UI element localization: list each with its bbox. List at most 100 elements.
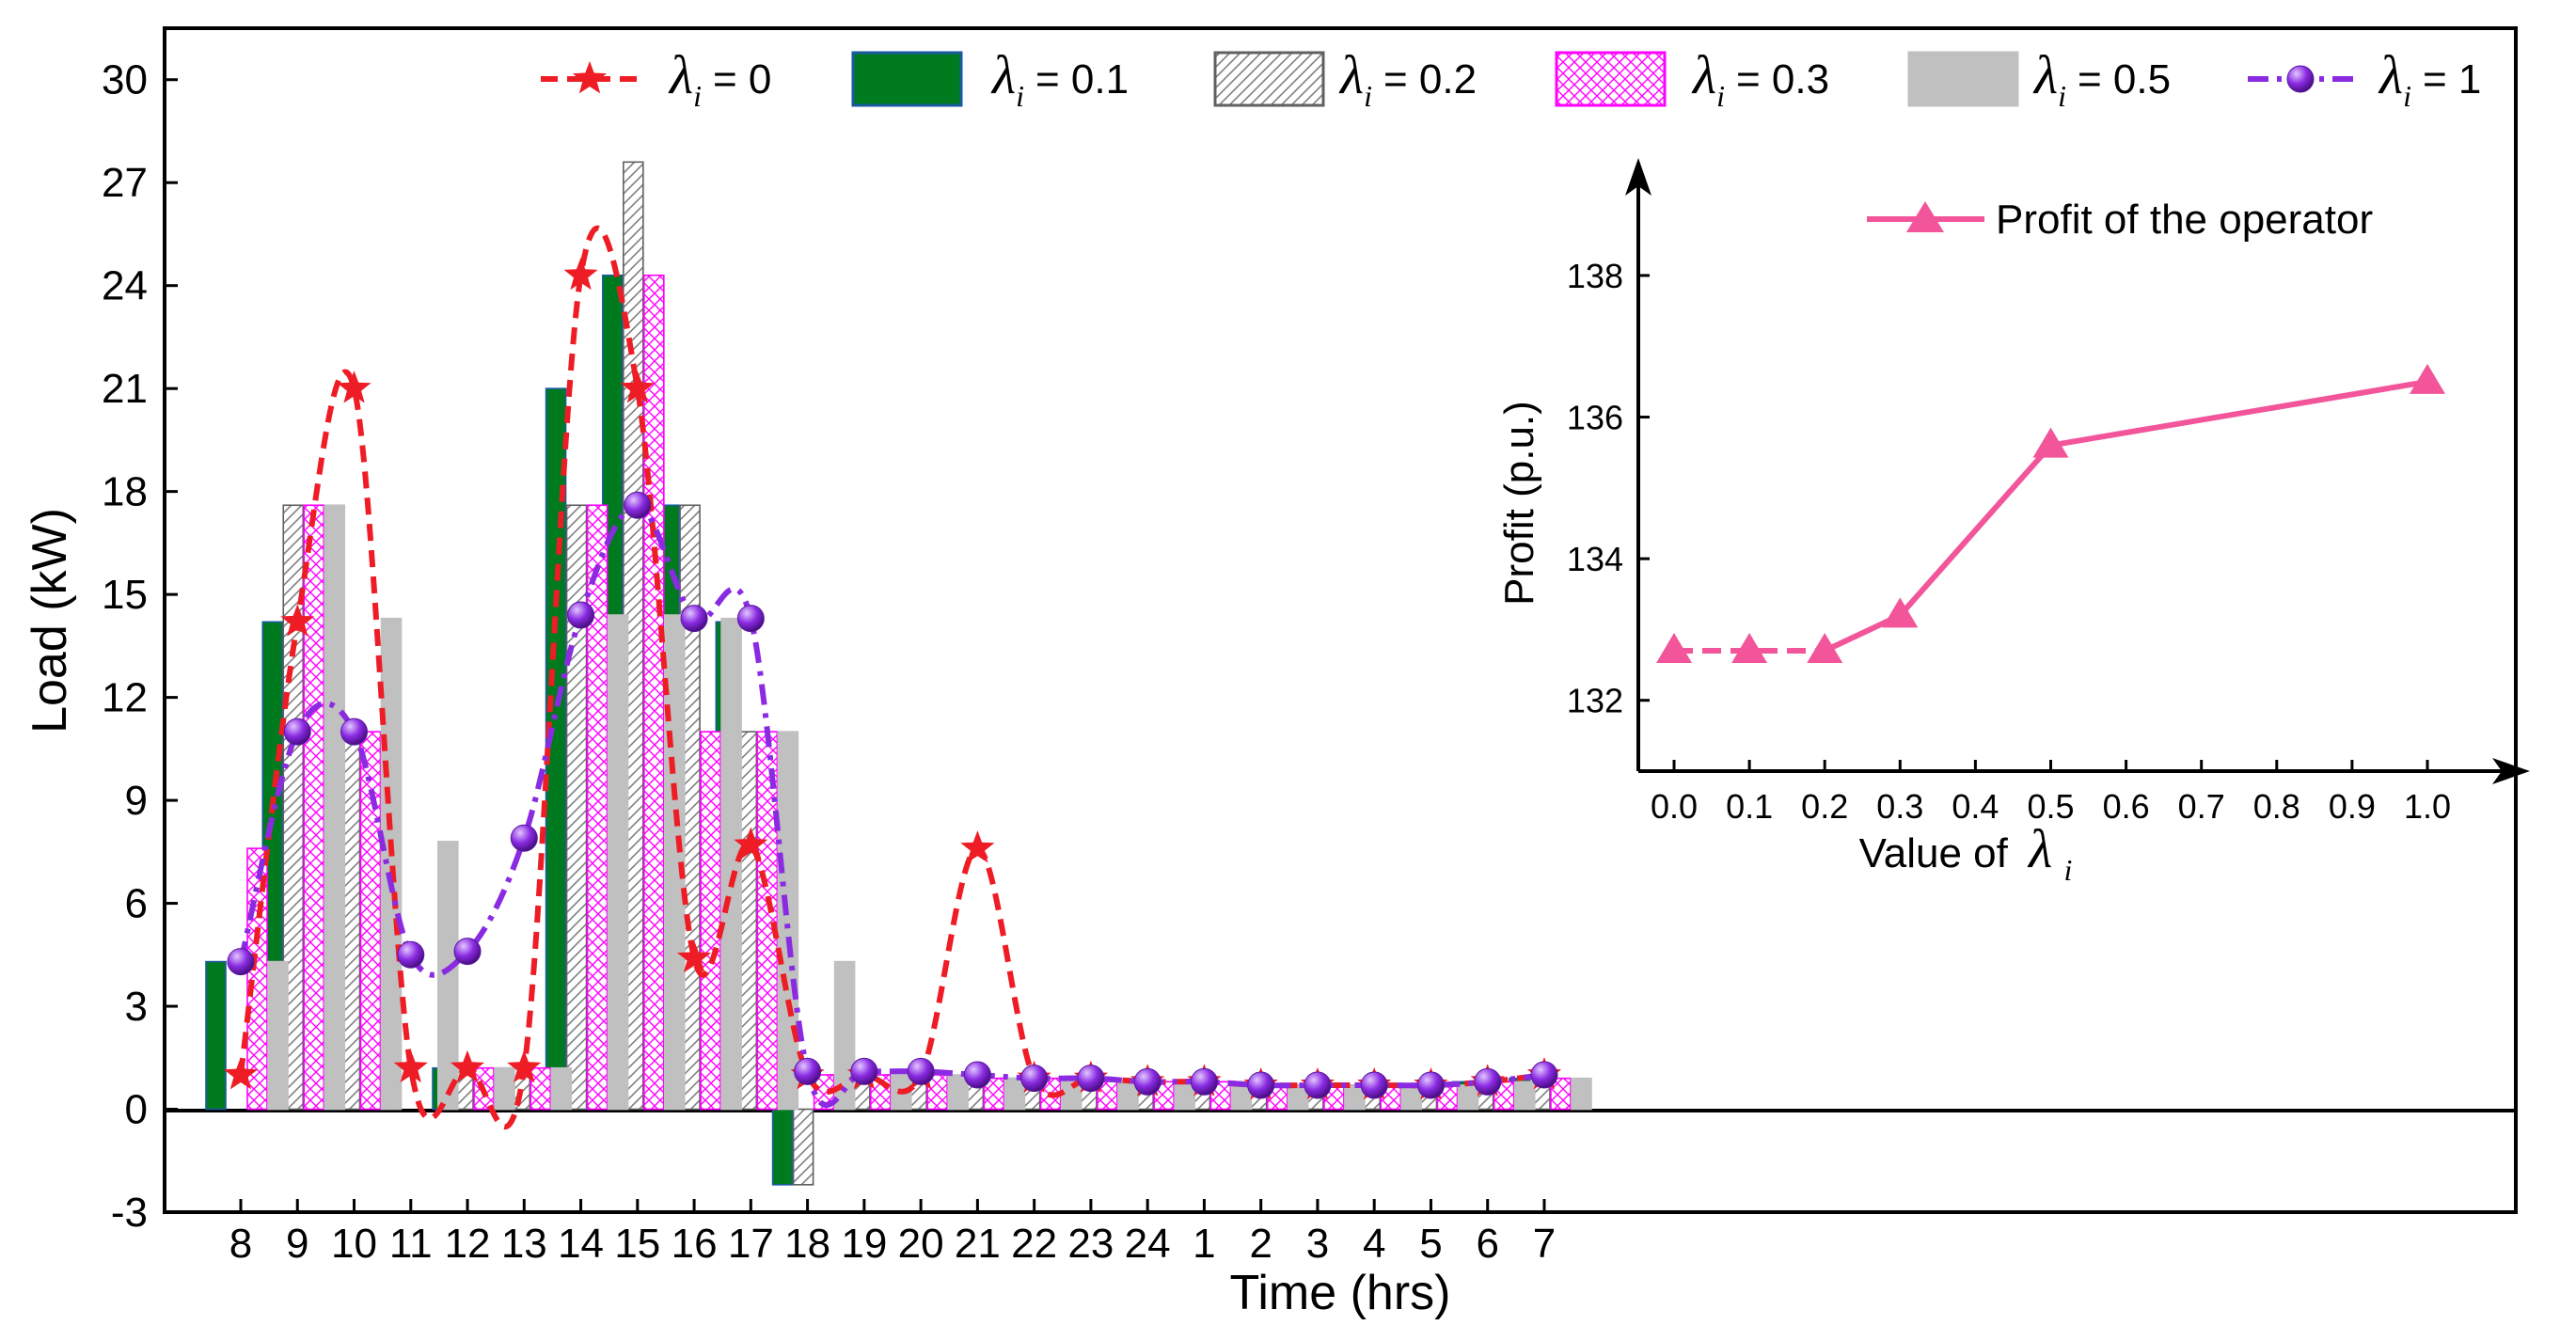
legend-subscript: i — [2058, 79, 2066, 113]
x-tick-label: 24 — [1125, 1221, 1171, 1267]
star-marker-10 — [337, 371, 371, 403]
sphere-marker-2 — [1247, 1071, 1275, 1099]
legend-value: = 1 — [2423, 56, 2481, 103]
star-marker-14 — [563, 257, 598, 291]
sphere-marker-14 — [567, 601, 595, 629]
inset-triangle-marker-0 — [1656, 633, 1692, 663]
inset-triangle-marker-0.2 — [1807, 633, 1843, 663]
y-tick-label: 6 — [125, 881, 148, 927]
sphere-marker-22 — [1020, 1065, 1049, 1093]
legend-item-1: λi = 0.1 — [851, 44, 1129, 113]
sphere-marker-7 — [1530, 1061, 1558, 1089]
inset-triangle-marker-0.3 — [1882, 597, 1919, 628]
inset-x-tick-label: 0.3 — [1876, 787, 1923, 826]
legend-lambda: λ — [990, 44, 1016, 105]
sphere-marker-12 — [453, 938, 482, 966]
legend-lambda: λ — [1691, 44, 1716, 105]
sphere-marker-20 — [907, 1057, 935, 1085]
bar-0.5-12 — [494, 1066, 515, 1111]
inset-x-title: Value of λ i — [1859, 818, 2073, 887]
inset-y-tick-label: 132 — [1567, 682, 1623, 720]
x-tick-label: 6 — [1476, 1221, 1498, 1267]
bar-0.5-16 — [720, 617, 742, 1111]
legend-lambda: λ — [668, 44, 693, 105]
inset-x-tick-label: 0.4 — [1952, 787, 1999, 826]
legend-subscript: i — [2403, 79, 2411, 113]
legend-subscript: i — [1716, 79, 1725, 113]
legend-bar-swatch — [1555, 51, 1667, 107]
legend-lambda: λ — [1338, 44, 1364, 105]
star-marker-8 — [223, 1057, 259, 1090]
bar-0.3-14 — [586, 504, 608, 1111]
inset-x-axis-arrow — [2492, 758, 2530, 784]
sphere-marker-6 — [1474, 1067, 1502, 1096]
x-tick-label: 14 — [558, 1221, 604, 1267]
y-axis-title: Load (kW) — [23, 508, 77, 734]
legend-subscript: i — [1016, 79, 1024, 113]
inset-legend-marker — [1906, 201, 1944, 232]
bar-0.5-8 — [267, 960, 289, 1111]
x-axis-title: Time (hrs) — [1230, 1266, 1451, 1320]
x-tick-label: 13 — [501, 1221, 547, 1267]
y-tick-label: 24 — [102, 263, 148, 309]
sphere-marker-19 — [850, 1057, 878, 1085]
bar-0.2-14 — [565, 504, 588, 1111]
y-tick-label: 3 — [125, 984, 148, 1030]
legend-item-4: λi = 0.5 — [1907, 44, 2171, 113]
inset-profit-series — [1656, 363, 2445, 663]
bar-0.5-7 — [1571, 1077, 1592, 1111]
legend-item-5: λi = 1 — [2248, 44, 2481, 113]
x-tick-label: 21 — [955, 1221, 1001, 1267]
bar-0.5-21 — [1004, 1077, 1026, 1111]
legend-star-swatch — [572, 61, 608, 94]
inset-y-tick-label: 134 — [1567, 540, 1623, 578]
legend-lambda: λ — [2378, 44, 2403, 105]
main-plot-frame — [163, 26, 2518, 1214]
y-tick-label: 27 — [102, 160, 148, 206]
inset-x-tick-label: 0.5 — [2027, 787, 2074, 826]
inset-profit-chart: 138 136 134 132 0.0 0.1 0.2 0.3 0.4 0.5 0.6 0.7 0.8… — [1496, 158, 2530, 887]
inset-x-tick-label: 0.2 — [1801, 787, 1848, 826]
inset-y-tick-label: 138 — [1567, 257, 1623, 295]
legend-sphere-swatch — [2286, 65, 2315, 93]
legend-value: = 0.3 — [1736, 56, 1829, 103]
x-tick-label: 17 — [728, 1221, 774, 1267]
star-marker-13 — [507, 1049, 542, 1083]
inset-x-tick-label: 0.6 — [2103, 787, 2150, 826]
y-tick-label: 9 — [125, 778, 148, 824]
x-tick-label: 23 — [1067, 1221, 1114, 1267]
inset-x-title-prefix: Value of — [1859, 830, 2009, 876]
bar-0.3-16 — [700, 731, 721, 1111]
sphere-marker-10 — [340, 718, 369, 746]
inset-y-ticks: 138 136 134 132 — [1567, 257, 1650, 720]
inset-y-axis-arrow — [1625, 158, 1651, 196]
inset-x-tick-label: 0.9 — [2329, 787, 2376, 826]
x-tick-label: 8 — [229, 1221, 252, 1267]
legend-label: λi = 0.2 — [1338, 44, 1477, 113]
legend-value: = 0 — [713, 56, 771, 103]
bar-0.5-17 — [777, 731, 799, 1111]
bar-0.3-10 — [359, 731, 382, 1111]
x-tick-label: 1 — [1193, 1221, 1215, 1267]
inset-legend-label: Profit of the operator — [1996, 197, 2373, 243]
x-tick-label: 2 — [1249, 1221, 1272, 1267]
y-tick-label: 30 — [102, 57, 148, 103]
inset-solid-segment — [1823, 378, 2428, 654]
bar-0.2-18 — [792, 1108, 814, 1186]
sphere-marker-21 — [963, 1061, 991, 1089]
bar-0.5-6 — [1513, 1081, 1536, 1111]
bar-0.5-13 — [550, 1066, 573, 1111]
main-lines — [223, 225, 1562, 1130]
y-tick-label: 15 — [102, 572, 148, 618]
star-marker-11 — [393, 1049, 428, 1083]
line-lambda-0 — [238, 225, 1545, 1130]
inset-triangle-marker-0.1 — [1731, 633, 1768, 663]
inset-x-tick-label: 0.1 — [1726, 787, 1773, 826]
inset-x-tick-label: 0.7 — [2178, 787, 2225, 826]
legend-bar-swatch — [851, 51, 963, 107]
inset-x-tick-label: 1.0 — [2404, 787, 2451, 826]
x-tick-label: 4 — [1363, 1221, 1385, 1267]
legend-label: λi = 0 — [668, 44, 771, 113]
star-marker-21 — [960, 830, 995, 863]
